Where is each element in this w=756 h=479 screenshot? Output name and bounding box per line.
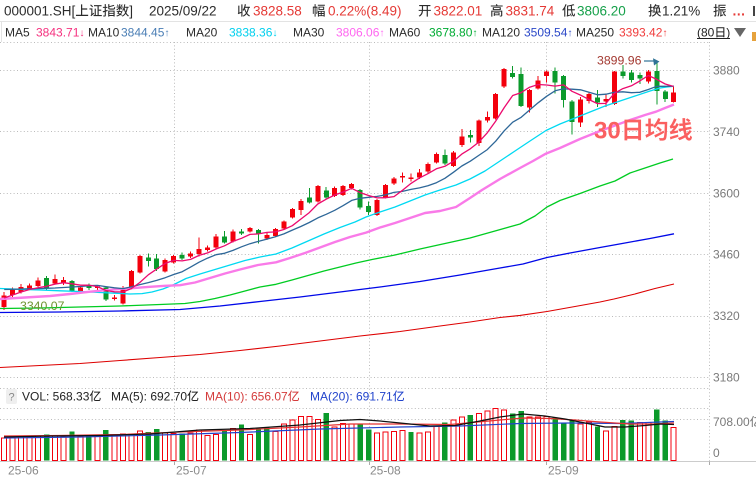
svg-text:3320: 3320 [713,309,740,323]
svg-text:25-06: 25-06 [8,464,39,478]
svg-text:3844.45: 3844.45 [121,26,165,40]
svg-text:3740: 3740 [713,125,740,139]
svg-text:MA120: MA120 [482,26,520,40]
svg-text:MA10: MA10 [88,26,120,40]
svg-text:?: ? [9,392,15,404]
svg-text:25-09: 25-09 [548,464,579,478]
svg-text:3843.71: 3843.71 [36,26,80,40]
svg-text:): ) [726,26,730,40]
svg-text:MA250: MA250 [576,26,614,40]
svg-text:2025/09/22: 2025/09/22 [149,4,217,19]
svg-text:3393.42: 3393.42 [619,26,663,40]
svg-text:MA(5): 692.70: MA(5): 692.70 [111,390,187,404]
svg-text:]: ] [129,4,133,19]
svg-text:…: … [732,4,746,19]
svg-text:000001.SH[: 000001.SH[ [4,4,76,19]
svg-text:↑: ↑ [379,28,384,39]
svg-text:3509.54: 3509.54 [524,26,568,40]
svg-text:3806.06: 3806.06 [336,26,380,40]
svg-text:↓: ↓ [79,28,84,39]
svg-text:708.00: 708.00 [713,415,750,429]
svg-text:MA60: MA60 [389,26,421,40]
svg-text:MA(20): 691.71: MA(20): 691.71 [310,390,393,404]
svg-text:3460: 3460 [713,248,740,262]
svg-text:↑: ↑ [662,28,667,39]
svg-text:VOL: 568.33: VOL: 568.33 [22,390,90,404]
svg-text:3806.20: 3806.20 [577,4,626,19]
svg-text:1.21%: 1.21% [662,4,700,19]
svg-text:0.22%(8.49): 0.22%(8.49) [328,4,402,19]
svg-text:MA20: MA20 [186,26,218,40]
svg-text:3831.74: 3831.74 [506,4,555,19]
svg-text:↑: ↑ [164,28,169,39]
svg-text:3838.36: 3838.36 [229,26,273,40]
svg-text:(80: (80 [697,26,715,40]
svg-text:3828.58: 3828.58 [253,4,302,19]
svg-text:↑: ↑ [472,28,477,39]
svg-text:25-08: 25-08 [370,464,401,478]
svg-text:0: 0 [713,446,720,460]
svg-text:3340.07: 3340.07 [20,299,65,313]
svg-text:3180: 3180 [713,371,740,385]
svg-text:3822.01: 3822.01 [434,4,483,19]
svg-text:MA30: MA30 [293,26,325,40]
svg-text:30: 30 [594,118,621,145]
svg-text:↑: ↑ [567,28,572,39]
svg-text:3880: 3880 [713,64,740,78]
svg-text:MA(10): 656.07: MA(10): 656.07 [205,390,288,404]
svg-text:3600: 3600 [713,186,740,200]
svg-text:25-07: 25-07 [176,464,207,478]
svg-text:MA5: MA5 [5,26,30,40]
svg-text:3678.80: 3678.80 [429,26,473,40]
svg-text:3899.96: 3899.96 [597,54,642,68]
svg-text:↓: ↓ [272,28,277,39]
